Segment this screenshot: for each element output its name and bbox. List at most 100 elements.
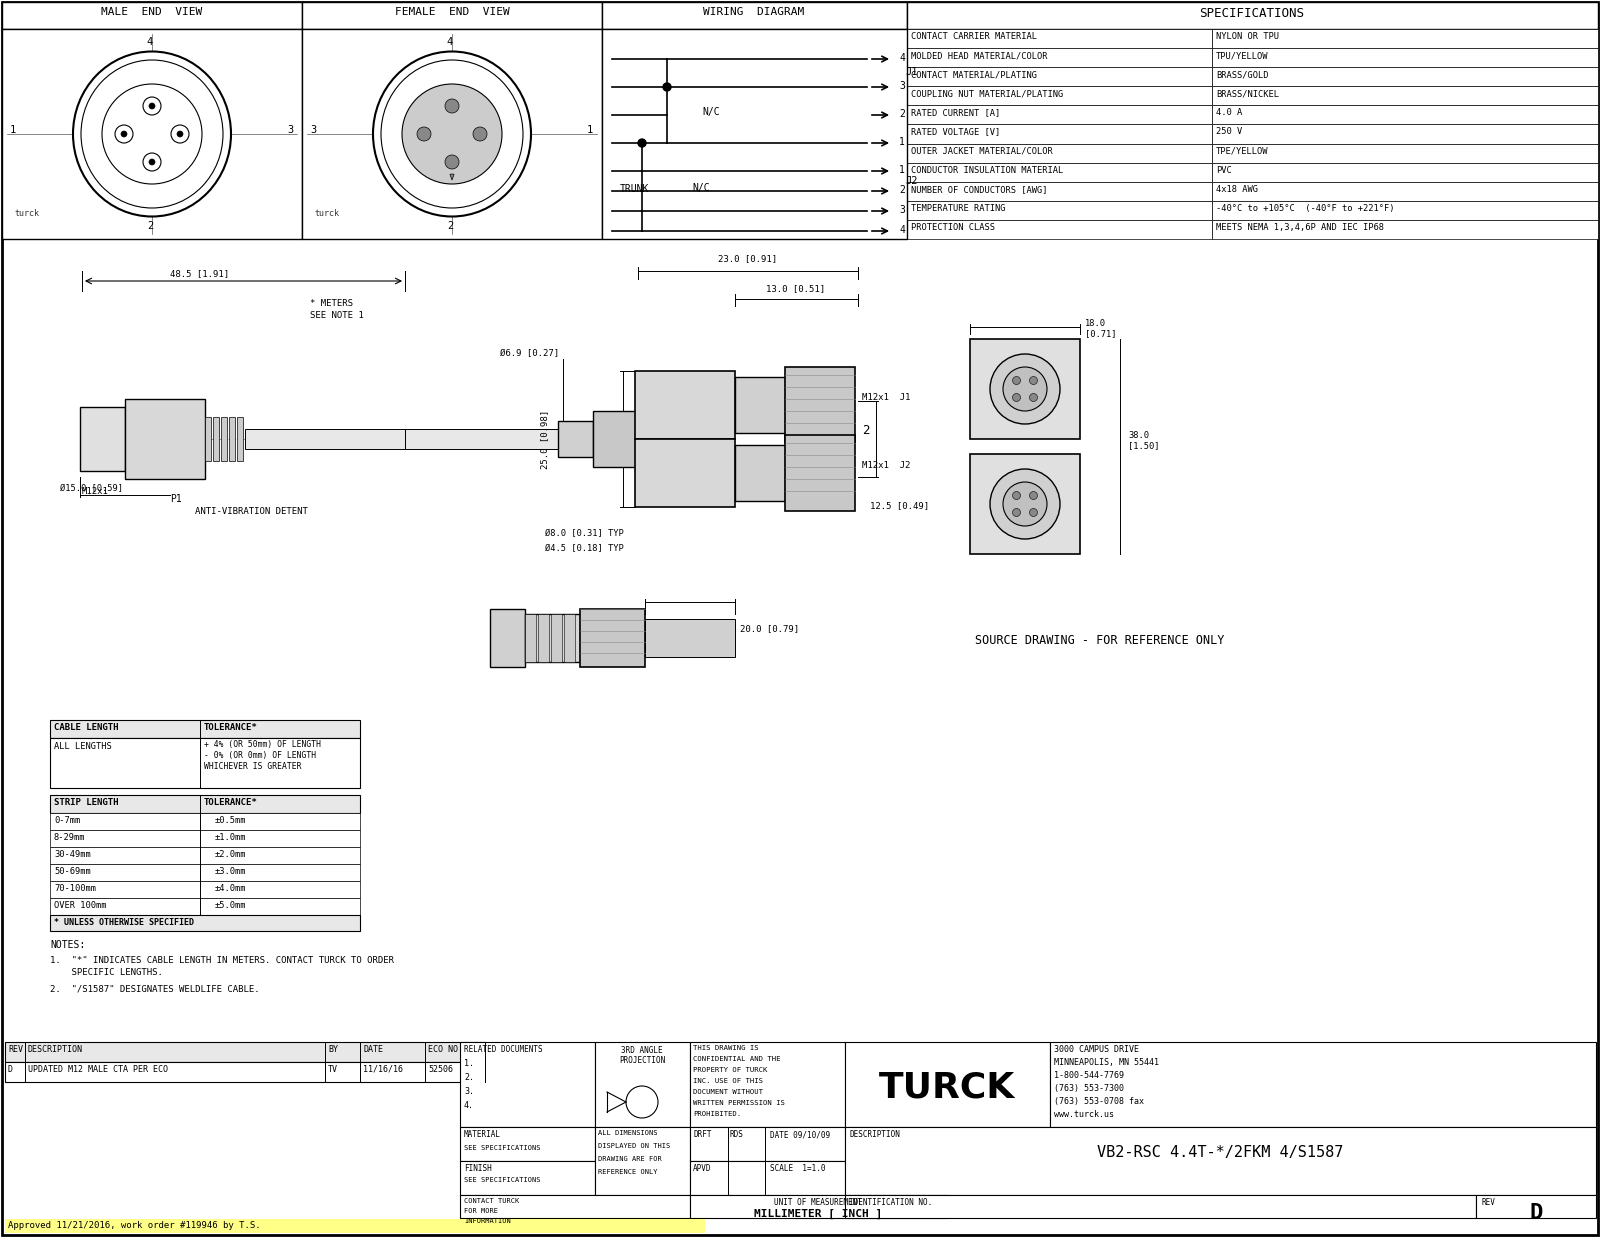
Text: ±5.0mm: ±5.0mm [214, 901, 246, 910]
Bar [1213, 220, 1598, 239]
Text: Ø15.0 [0.59]: Ø15.0 [0.59] [61, 484, 123, 494]
Text: 1: 1 [899, 137, 906, 147]
Bar [734, 445, 786, 501]
Text: SOURCE DRAWING - FOR REFERENCE ONLY: SOURCE DRAWING - FOR REFERENCE ONLY [976, 635, 1224, 647]
Text: TOLERANCE*: TOLERANCE* [205, 798, 258, 807]
Circle shape [149, 103, 155, 109]
Bar [2, 2, 302, 28]
Text: 3RD ANGLE: 3RD ANGLE [621, 1047, 662, 1055]
Bar [690, 1195, 947, 1218]
Circle shape [1013, 491, 1021, 500]
Bar [1213, 28, 1598, 48]
Text: CONDUCTOR INSULATION MATERIAL: CONDUCTOR INSULATION MATERIAL [910, 166, 1064, 174]
Text: * METERS: * METERS [310, 299, 354, 308]
Bar [405, 429, 560, 449]
Bar [734, 377, 786, 433]
Text: * UNLESS OTHERWISE SPECIFIED: * UNLESS OTHERWISE SPECIFIED [54, 918, 194, 927]
Text: 3: 3 [899, 205, 906, 215]
Text: 25.0 [0.98]: 25.0 [0.98] [541, 409, 549, 469]
Text: DRFT: DRFT [693, 1131, 712, 1139]
Circle shape [990, 469, 1059, 539]
Text: NOTES:: NOTES: [50, 940, 85, 950]
Text: TPE/YELLOW: TPE/YELLOW [1216, 146, 1269, 156]
Circle shape [1013, 393, 1021, 402]
Bar [125, 400, 205, 479]
Text: RELATED DOCUMENTS: RELATED DOCUMENTS [464, 1045, 542, 1054]
Text: 2: 2 [446, 221, 453, 231]
Text: Ø8.0 [0.31] TYP: Ø8.0 [0.31] TYP [546, 529, 624, 538]
Bar [5, 1218, 706, 1233]
Bar [602, 2, 907, 28]
Bar [602, 28, 907, 239]
Text: TPU/YELLOW: TPU/YELLOW [1216, 51, 1269, 61]
Text: 4x18 AWG: 4x18 AWG [1216, 184, 1258, 194]
Text: ALL LENGTHS: ALL LENGTHS [54, 742, 112, 751]
Text: 250 V: 250 V [1216, 127, 1242, 136]
Bar [229, 417, 235, 461]
Text: [0.71]: [0.71] [1085, 329, 1117, 338]
Text: 11/16/16: 11/16/16 [363, 1065, 403, 1074]
Text: 2.  "/S1587" DESIGNATES WELDLIFE CABLE.: 2. "/S1587" DESIGNATES WELDLIFE CABLE. [50, 983, 259, 993]
Text: 4.: 4. [464, 1101, 474, 1110]
Text: 4.0 A: 4.0 A [1216, 109, 1242, 118]
Text: 2: 2 [862, 424, 869, 438]
Bar [907, 125, 1213, 143]
Text: Approved 11/21/2016, work order #119946 by T.S.: Approved 11/21/2016, work order #119946 … [8, 1221, 261, 1230]
Text: 2.: 2. [464, 1072, 474, 1082]
Circle shape [142, 96, 162, 115]
Text: CONFIDENTIAL AND THE: CONFIDENTIAL AND THE [693, 1056, 781, 1063]
Bar [525, 614, 536, 662]
Bar [645, 618, 734, 657]
Text: SEE SPECIFICATIONS: SEE SPECIFICATIONS [464, 1176, 541, 1183]
Text: 1.  "*" INDICATES CABLE LENGTH IN METERS. CONTACT TURCK TO ORDER: 1. "*" INDICATES CABLE LENGTH IN METERS.… [50, 956, 394, 965]
Bar [907, 105, 1213, 125]
Text: 12.5 [0.49]: 12.5 [0.49] [870, 501, 930, 510]
Text: STRIP LENGTH: STRIP LENGTH [54, 798, 118, 807]
Bar [490, 609, 525, 667]
Text: P1: P1 [170, 494, 182, 503]
Bar [538, 614, 549, 662]
Text: SPECIFICATIONS: SPECIFICATIONS [1200, 7, 1304, 20]
Text: 1.: 1. [464, 1059, 474, 1068]
Text: turck: turck [314, 209, 339, 218]
Bar [970, 339, 1080, 439]
Bar [1213, 143, 1598, 162]
Bar [786, 435, 854, 511]
Bar [907, 67, 1213, 87]
Bar [50, 738, 360, 788]
Bar [50, 847, 360, 863]
Bar [1213, 200, 1598, 220]
Circle shape [1029, 393, 1037, 402]
Text: 3: 3 [899, 80, 906, 92]
Text: (763) 553-0708 fax: (763) 553-0708 fax [1054, 1097, 1144, 1106]
Text: - 0% (OR 0mm) OF LENGTH: - 0% (OR 0mm) OF LENGTH [205, 751, 317, 760]
Text: OVER 100mm: OVER 100mm [54, 901, 107, 910]
Bar [237, 417, 243, 461]
Text: RATED VOLTAGE [V]: RATED VOLTAGE [V] [910, 127, 1000, 136]
Text: 4: 4 [446, 37, 453, 47]
Bar [907, 48, 1213, 67]
Text: FINISH: FINISH [464, 1164, 491, 1173]
Bar [50, 898, 360, 915]
Text: 20.0 [0.79]: 20.0 [0.79] [739, 623, 798, 633]
Circle shape [1013, 508, 1021, 517]
Text: NYLON OR TPU: NYLON OR TPU [1216, 32, 1278, 41]
Text: 30-49mm: 30-49mm [54, 850, 91, 858]
Text: PROTECTION CLASS: PROTECTION CLASS [910, 223, 995, 231]
Bar [1213, 125, 1598, 143]
Text: CONTACT CARRIER MATERIAL: CONTACT CARRIER MATERIAL [910, 32, 1037, 41]
Text: N/C: N/C [691, 183, 710, 193]
Text: -40°C to +105°C  (-40°F to +221°F): -40°C to +105°C (-40°F to +221°F) [1216, 204, 1395, 213]
Text: REFERENCE ONLY: REFERENCE ONLY [598, 1169, 658, 1175]
Text: CONTACT MATERIAL/PLATING: CONTACT MATERIAL/PLATING [910, 71, 1037, 79]
Text: SCALE  1=1.0: SCALE 1=1.0 [770, 1164, 826, 1173]
Bar [690, 1127, 845, 1162]
Circle shape [418, 127, 430, 141]
Text: REV: REV [8, 1045, 22, 1054]
Text: DATE: DATE [363, 1045, 382, 1054]
Text: 4: 4 [899, 225, 906, 235]
Text: ±2.0mm: ±2.0mm [214, 850, 246, 858]
Text: 23.0 [0.91]: 23.0 [0.91] [718, 254, 778, 263]
Text: INFORMATION: INFORMATION [464, 1218, 510, 1223]
Text: 3000 CAMPUS DRIVE: 3000 CAMPUS DRIVE [1054, 1045, 1139, 1054]
